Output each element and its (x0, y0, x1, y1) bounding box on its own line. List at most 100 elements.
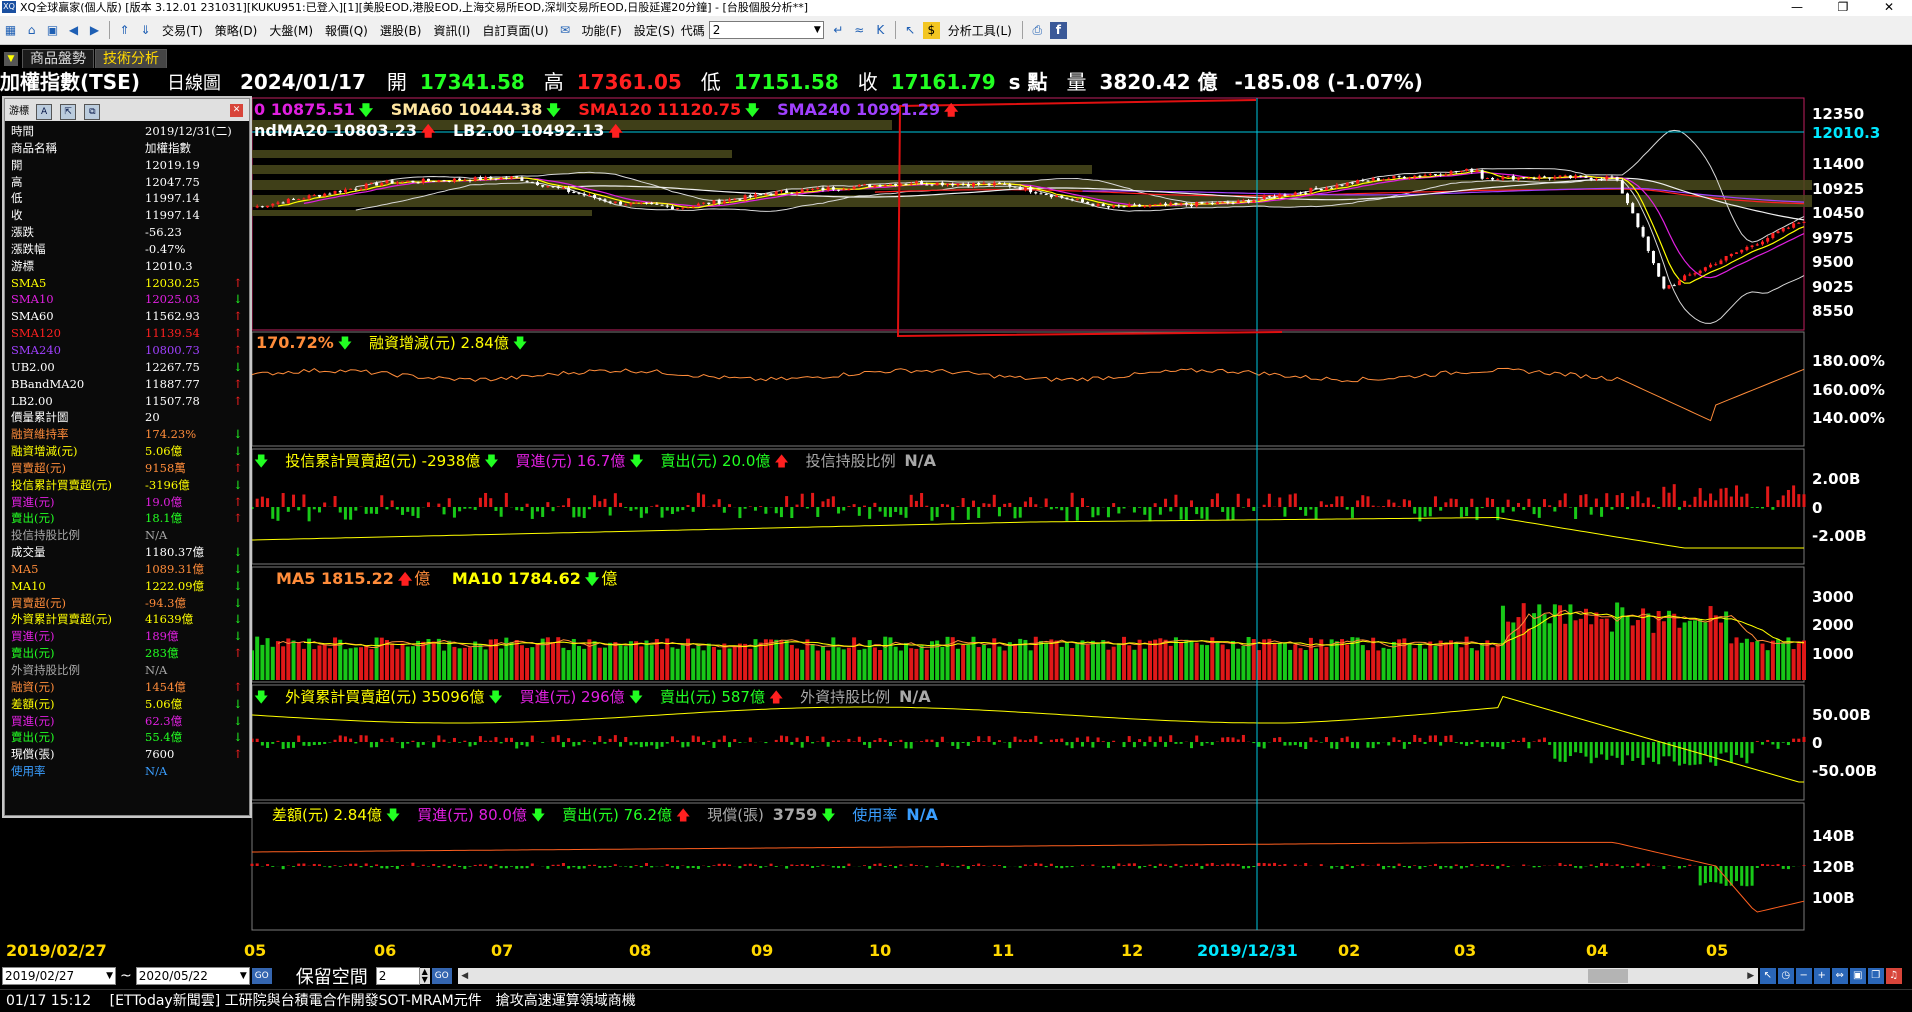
date-tick: 11 (992, 942, 1014, 960)
tab-technical-analysis[interactable]: 技術分析 (95, 49, 167, 68)
back-arrow-icon[interactable]: ◀ (65, 22, 82, 39)
horizontal-scrollbar[interactable]: ◀ ▶ (458, 968, 1758, 984)
candle-body (946, 184, 949, 185)
chevron-down-icon[interactable]: ▼ (106, 968, 113, 984)
legend-foreign-ratio: 外資持股比例 (800, 688, 890, 706)
trust-bar (1086, 506, 1089, 507)
volume-bar (1273, 644, 1277, 680)
chevron-down-icon[interactable]: ▼ (240, 968, 247, 984)
menu-function[interactable]: 功能(F) (576, 22, 628, 39)
facebook-icon[interactable]: f (1050, 22, 1067, 39)
scroll-thumb[interactable] (1588, 969, 1628, 983)
zoom-out-icon[interactable]: ↖ (1760, 968, 1776, 984)
scroll-right-icon[interactable]: ▶ (1744, 968, 1758, 984)
volume-bar (1657, 611, 1661, 680)
trust-bar (1299, 507, 1302, 510)
snapshot-icon[interactable]: ▣ (1850, 968, 1866, 984)
fit-icon[interactable]: ⇔ (1832, 968, 1848, 984)
start-date-input[interactable]: 2019/02/27▼ (2, 967, 116, 985)
menu-trade[interactable]: 交易(T) (156, 22, 209, 39)
trust-tick: 0 (1812, 500, 1822, 516)
margin-amount-bar (339, 866, 342, 867)
info-panel-titlebar[interactable]: 游標 A ⇱ ⧉ ✕ (5, 99, 249, 121)
volume-bar (1579, 619, 1583, 680)
double-up-icon[interactable]: ⇑ (116, 22, 133, 39)
candle-body (1309, 188, 1312, 193)
margin-amount-bar (1273, 863, 1276, 866)
technical-chart[interactable] (0, 96, 1912, 964)
legend-lb2: LB2.00 10492.13 (453, 121, 604, 140)
home-icon[interactable]: ⌂ (23, 22, 40, 39)
info-row-value: 12010.3 (145, 258, 245, 275)
grid-icon[interactable]: ▦ (2, 22, 19, 39)
foreign-tick: 50.00B (1812, 707, 1871, 723)
candle-body (1714, 264, 1717, 265)
close-icon[interactable]: ✕ (230, 104, 243, 117)
menu-strategy[interactable]: 策略(D) (209, 22, 264, 39)
scroll-left-icon[interactable]: ◀ (458, 968, 472, 984)
foreign-bar (1605, 742, 1608, 760)
end-date-input[interactable]: 2020/05/22▼ (136, 967, 250, 985)
minus-icon[interactable]: − (1796, 968, 1812, 984)
double-down-icon[interactable]: ⇓ (137, 22, 154, 39)
volume-bar (629, 641, 633, 680)
dollar-icon[interactable]: $ (923, 22, 940, 39)
line-chart-icon[interactable]: ≈ (851, 22, 868, 39)
stepper-icon[interactable]: ▲▼ (420, 968, 430, 984)
menu-analysis-tools[interactable]: 分析工具(L) (942, 22, 1018, 39)
volume-bar (681, 644, 685, 680)
foreign-bar (624, 737, 627, 742)
page-icon[interactable]: ▣ (44, 22, 61, 39)
close-icon[interactable]: ✕ (1866, 0, 1912, 16)
menu-quote[interactable]: 報價(Q) (319, 22, 374, 39)
menu-screener[interactable]: 選股(B) (374, 22, 428, 39)
candle-body (598, 198, 601, 199)
restore-window-icon[interactable]: ❐ (1868, 968, 1884, 984)
reserve-space-input[interactable]: 2 (376, 967, 420, 985)
print-icon[interactable]: ⎙ (1029, 22, 1046, 39)
go-button[interactable]: GO (252, 968, 272, 984)
chevron-down-icon[interactable]: ▼ (814, 22, 821, 38)
bell-icon[interactable]: ♫ (1886, 968, 1902, 984)
tab-menu-icon[interactable]: ▼ (4, 52, 18, 66)
margin-amount-bar (1206, 864, 1209, 866)
candle-body (1097, 204, 1100, 206)
menu-custom-page[interactable]: 自訂頁面(U) (476, 22, 554, 39)
plus-icon[interactable]: + (1814, 968, 1830, 984)
foreign-bar (443, 740, 446, 742)
volume-bar (1724, 611, 1728, 680)
candle-body (718, 200, 721, 203)
menu-market[interactable]: 大盤(M) (263, 22, 319, 39)
mail-icon[interactable]: ✉ (557, 22, 574, 39)
expand-icon[interactable]: ⧉ (84, 104, 100, 120)
margin-rate-tick: 180.00% (1812, 353, 1885, 369)
menu-settings[interactable]: 設定(S) (628, 22, 681, 39)
cursor-icon[interactable]: ↖ (902, 22, 919, 39)
k-chart-icon[interactable]: K (872, 22, 889, 39)
volume-bar (1776, 639, 1780, 680)
go-button[interactable]: GO (432, 968, 452, 984)
news-ticker[interactable]: [ETToday新聞雲] 工研院與台積電合作開發SOT-MRAM元件 搶攻高速運… (110, 993, 636, 1009)
enter-icon[interactable]: ↵ (830, 22, 847, 39)
trust-bar (1455, 499, 1458, 507)
volume-bar (1496, 644, 1500, 680)
candle-body (510, 176, 513, 178)
text-size-icon[interactable]: A (36, 104, 52, 120)
margin-amount-bar (1418, 866, 1421, 869)
restore-icon[interactable]: ❐ (1820, 0, 1866, 16)
trust-bar (609, 507, 612, 516)
resize-icon[interactable]: ⇱ (60, 104, 76, 120)
minimize-icon[interactable]: — (1774, 0, 1820, 16)
forward-arrow-icon[interactable]: ▶ (86, 22, 103, 39)
margin-amount-bar (754, 865, 757, 866)
margin-amount-bar (318, 864, 321, 866)
trust-bar (1486, 498, 1489, 507)
candle-body (967, 184, 970, 186)
clock-icon[interactable]: ◷ (1778, 968, 1794, 984)
code-input[interactable]: 2▼ (709, 21, 824, 39)
foreign-bar (1283, 742, 1286, 746)
tab-quote-overview[interactable]: 商品盤勢 (22, 49, 94, 68)
menu-info[interactable]: 資訊(I) (427, 22, 476, 39)
foreign-bar (1491, 742, 1494, 746)
